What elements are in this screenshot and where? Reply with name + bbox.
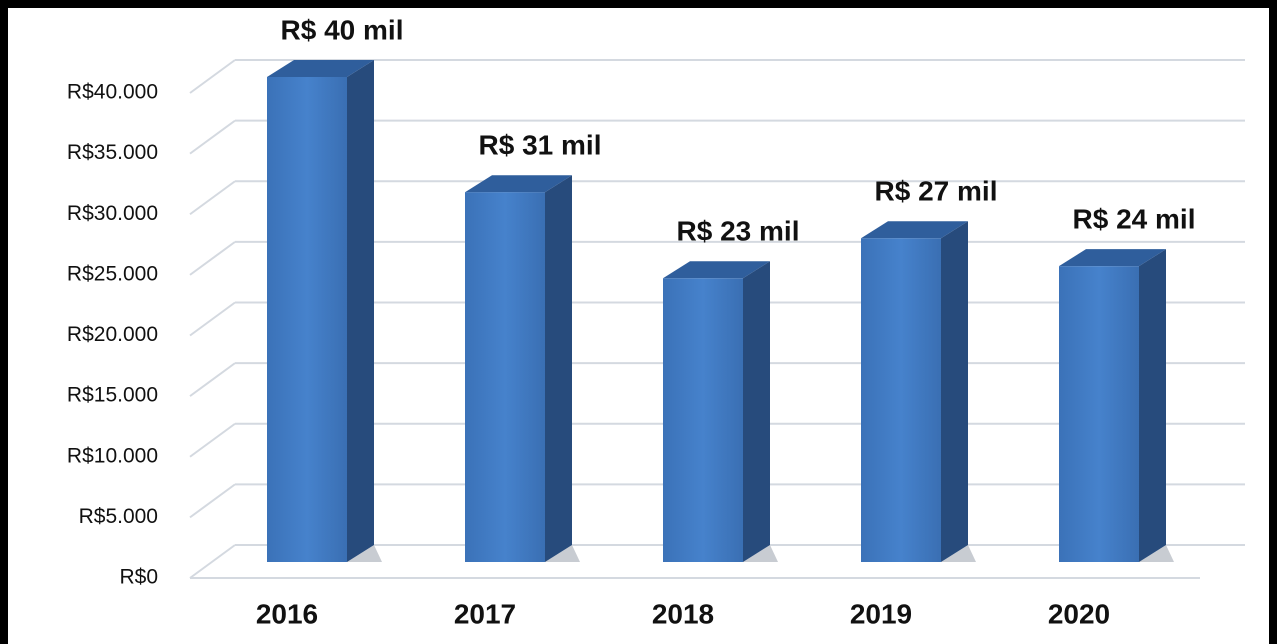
grid-line [189, 422, 236, 458]
bar-side [941, 221, 968, 562]
grid-line [189, 483, 236, 519]
bar [1059, 266, 1139, 562]
x-tick-label: 2016 [256, 598, 318, 629]
data-label: R$ 31 mil [479, 130, 602, 161]
bar-shadow [545, 545, 580, 562]
bar-side [545, 175, 572, 562]
bar-shadow [941, 545, 976, 562]
grid-line [189, 59, 236, 94]
y-tick-label: R$35.000 [67, 141, 158, 164]
bar-side [1139, 249, 1166, 562]
grid-line [189, 241, 236, 276]
x-tick-label: 2019 [850, 598, 912, 629]
grid-line [189, 544, 236, 579]
grid-line [189, 362, 236, 397]
data-label: R$ 24 mil [1073, 204, 1196, 235]
bar [663, 278, 743, 562]
bar-side [347, 60, 374, 562]
bar-top [267, 60, 374, 77]
bar [465, 192, 545, 562]
x-tick-label: 2018 [652, 598, 714, 629]
bar-side [743, 261, 770, 562]
bar-top [663, 261, 770, 279]
y-tick-label: R$40.000 [67, 81, 158, 104]
y-tick-label: R$20.000 [67, 323, 158, 346]
grid-line [189, 301, 236, 337]
grid-line [189, 180, 236, 216]
data-label: R$ 40 mil [281, 14, 404, 45]
bar [861, 238, 941, 562]
data-label: R$ 23 mil [677, 216, 800, 247]
bar-shadow [1139, 545, 1174, 562]
y-tick-label: R$15.000 [67, 384, 158, 407]
grid-line [189, 119, 236, 155]
y-tick-label: R$25.000 [67, 262, 158, 285]
y-tick-label: R$0 [119, 566, 158, 589]
bar-shadow [743, 545, 778, 562]
plot-background [8, 8, 1269, 644]
bar-shadow [347, 545, 382, 562]
bar-top [1059, 249, 1166, 267]
y-tick-label: R$5.000 [79, 505, 158, 528]
y-tick-label: R$30.000 [67, 202, 158, 225]
x-tick-label: 2017 [454, 598, 516, 629]
x-tick-label: 2020 [1048, 598, 1110, 629]
bar-top [465, 175, 572, 193]
bar [267, 77, 347, 562]
data-label: R$ 27 mil [875, 176, 998, 207]
bar-top [861, 221, 968, 239]
y-tick-label: R$10.000 [67, 444, 158, 467]
